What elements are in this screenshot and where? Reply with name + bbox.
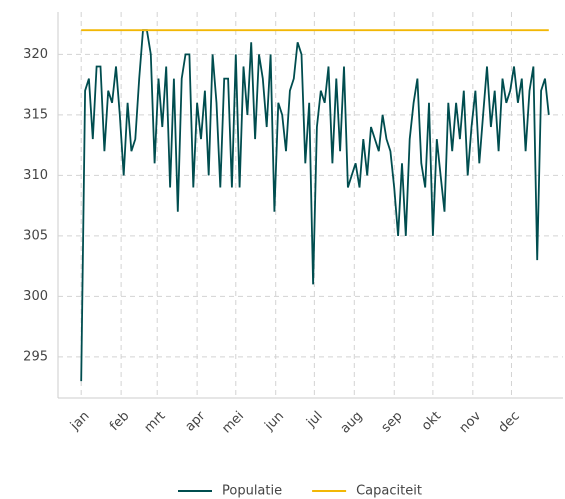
x-tick-label: jul <box>303 409 325 431</box>
x-tick-label: mei <box>219 409 247 437</box>
x-tick-label: nov <box>457 408 485 436</box>
x-tick-label: jun <box>261 409 287 435</box>
y-tick-label: 295 <box>23 349 48 364</box>
legend-label: Populatie <box>222 484 282 499</box>
x-tick-label: mrt <box>142 409 169 436</box>
x-tick-label: apr <box>183 408 209 434</box>
x-tick-label: jan <box>67 409 92 434</box>
x-tick-label: okt <box>419 409 444 434</box>
y-tick-label: 315 <box>23 107 48 122</box>
x-tick-label: sep <box>379 409 406 436</box>
y-tick-label: 310 <box>23 168 48 183</box>
x-tick-label: feb <box>107 409 132 434</box>
data-line <box>80 29 550 382</box>
y-tick-label: 305 <box>23 228 48 243</box>
x-tick-label: aug <box>338 409 366 437</box>
y-tick-label: 300 <box>23 289 48 304</box>
legend-label: Capaciteit <box>356 484 422 499</box>
x-tick-label: dec <box>496 409 523 436</box>
y-tick-label: 320 <box>23 47 48 62</box>
